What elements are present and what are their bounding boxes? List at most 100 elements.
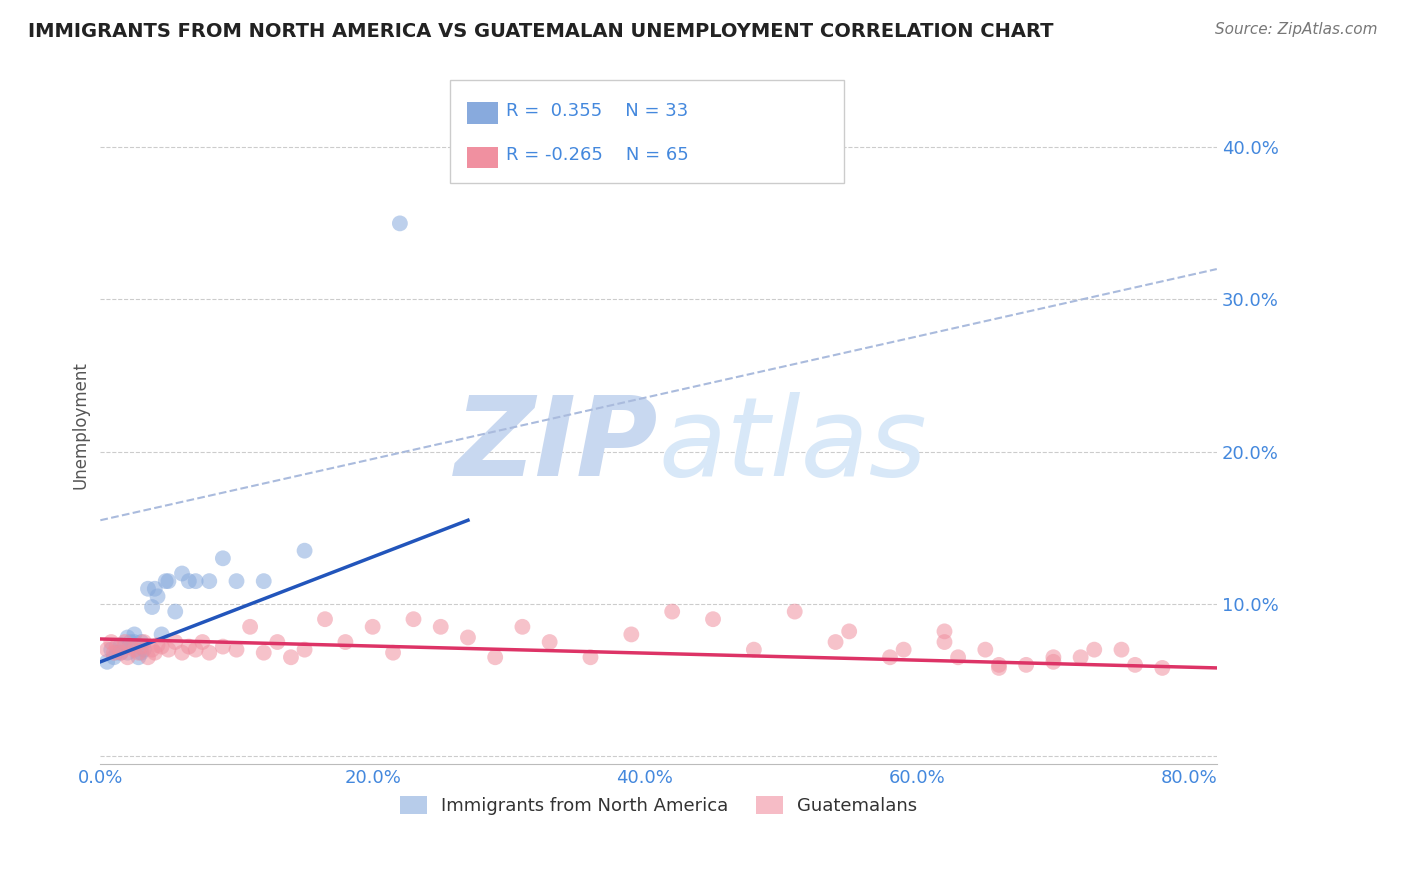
Text: R =  0.355    N = 33: R = 0.355 N = 33 (506, 103, 689, 120)
Point (335, 635, 357, 649)
Point (150, 640, 173, 654)
Point (661, 605, 683, 619)
Point (132, 635, 155, 649)
Point (212, 640, 235, 654)
Point (170, 566, 193, 581)
Text: IMMIGRANTS FROM NORTH AMERICA VS GUATEMALAN UNEMPLOYMENT CORRELATION CHART: IMMIGRANTS FROM NORTH AMERICA VS GUATEMA… (28, 22, 1053, 41)
Point (184, 642, 207, 657)
Point (742, 642, 765, 657)
Point (100, 642, 122, 657)
Point (170, 646, 193, 660)
Point (124, 635, 146, 649)
Point (100, 635, 122, 649)
Point (987, 657, 1010, 672)
Point (129, 640, 152, 654)
Point (184, 574, 207, 588)
Point (1123, 657, 1146, 672)
Point (117, 646, 139, 660)
Point (1015, 657, 1038, 672)
Point (96, 642, 118, 657)
Point (120, 640, 142, 654)
Point (253, 646, 276, 660)
Point (136, 650, 159, 665)
Point (1070, 650, 1092, 665)
Point (124, 627, 146, 641)
Point (165, 635, 187, 649)
Point (893, 642, 915, 657)
Point (212, 551, 235, 566)
Point (294, 543, 316, 558)
Point (96, 655, 118, 669)
Point (253, 574, 276, 588)
Point (361, 620, 384, 634)
Point (314, 612, 336, 626)
Point (1083, 642, 1105, 657)
Point (294, 642, 316, 657)
Point (266, 635, 288, 649)
Point (538, 635, 561, 649)
Point (1042, 650, 1064, 665)
Point (620, 627, 643, 641)
Point (165, 605, 187, 619)
Point (702, 612, 724, 626)
Point (934, 624, 956, 639)
Point (146, 638, 169, 652)
Point (105, 646, 128, 660)
Point (136, 582, 159, 596)
Point (110, 638, 132, 652)
Point (974, 642, 997, 657)
Point (280, 650, 302, 665)
Point (157, 574, 180, 588)
Point (127, 650, 149, 665)
Point (155, 574, 177, 588)
Point (114, 635, 136, 649)
Point (141, 642, 163, 657)
Point (117, 631, 139, 645)
Point (143, 646, 166, 660)
Point (484, 650, 506, 665)
Point (124, 642, 146, 657)
Point (114, 640, 136, 654)
Point (824, 635, 846, 649)
Point (117, 650, 139, 665)
Point (838, 624, 860, 639)
Point (934, 635, 956, 649)
Point (225, 642, 247, 657)
Point (879, 650, 901, 665)
Point (127, 646, 149, 660)
Point (225, 574, 247, 588)
Point (129, 635, 152, 649)
Point (198, 574, 221, 588)
Point (1042, 655, 1064, 669)
Point (783, 605, 806, 619)
Point (129, 646, 152, 660)
Point (132, 642, 155, 657)
Point (429, 620, 451, 634)
Point (150, 627, 173, 641)
Point (146, 590, 169, 604)
Point (103, 646, 125, 660)
Point (457, 631, 479, 645)
Point (141, 600, 163, 615)
Point (579, 650, 602, 665)
Point (110, 646, 132, 660)
Text: atlas: atlas (658, 392, 927, 499)
Point (239, 620, 262, 634)
Point (120, 635, 142, 649)
Point (198, 646, 221, 660)
Text: R = -0.265    N = 65: R = -0.265 N = 65 (506, 146, 689, 164)
Point (191, 635, 214, 649)
Point (177, 574, 200, 588)
Text: ZIP: ZIP (456, 392, 658, 499)
Point (382, 646, 405, 660)
Point (1152, 661, 1174, 675)
Point (388, 216, 411, 230)
Point (103, 650, 125, 665)
Point (143, 582, 166, 596)
Point (177, 640, 200, 654)
Point (987, 661, 1010, 675)
Point (110, 646, 132, 660)
Point (512, 620, 534, 634)
Y-axis label: Unemployment: Unemployment (72, 361, 89, 489)
Point (157, 642, 180, 657)
